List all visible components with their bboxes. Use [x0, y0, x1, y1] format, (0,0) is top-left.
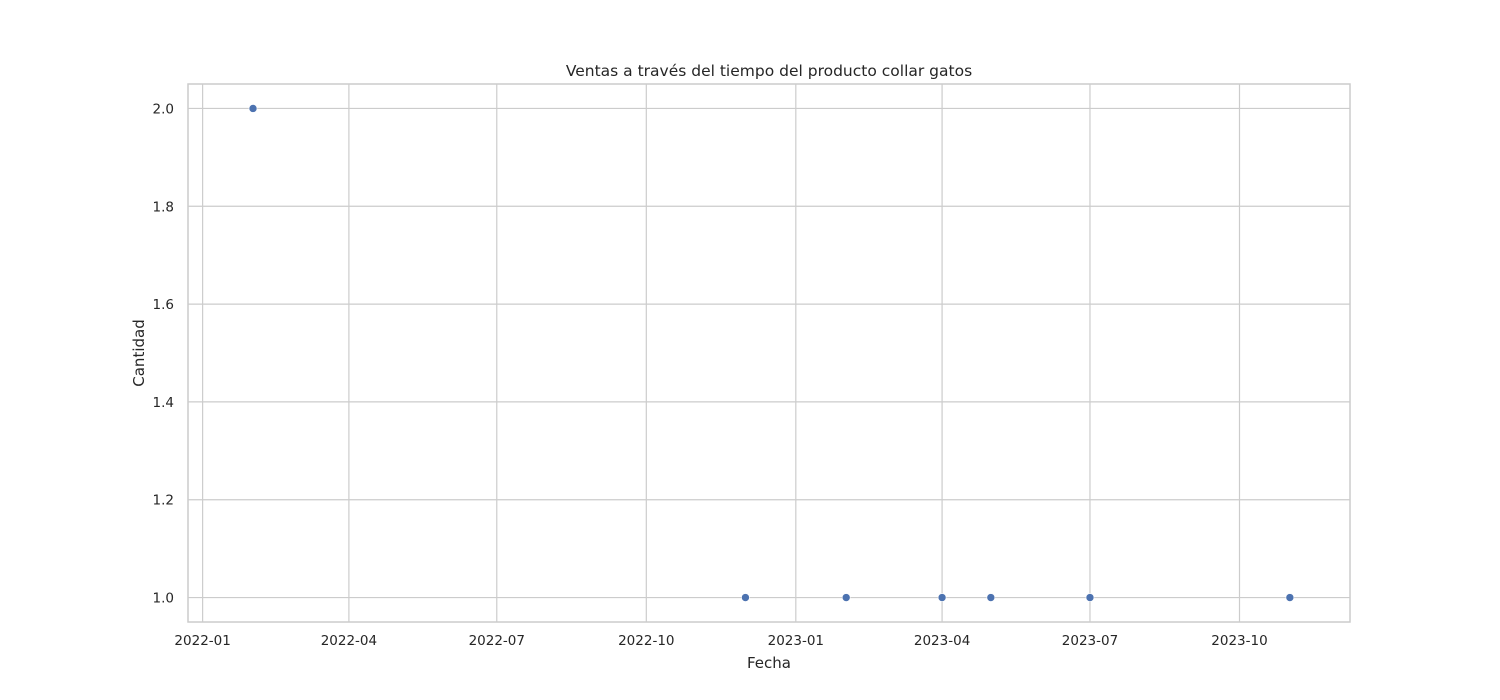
x-tick-label: 2023-07: [1062, 633, 1118, 649]
scatter-point: [841, 593, 851, 602]
y-tick-label: 1.2: [153, 493, 174, 509]
y-axis-label: Cantidad: [130, 319, 148, 386]
y-tick-labels: 1.0 1.2 1.4 1.6 1.8 2.0: [153, 101, 174, 606]
scatter-point: [1285, 593, 1295, 602]
grid: [188, 84, 1350, 622]
x-tick-label: 2022-10: [618, 633, 674, 649]
x-tick-labels: 2022-01 2022-04 2022-07 2022-10 2023-01 2023-…: [174, 633, 1267, 649]
scatter-point: [741, 593, 750, 602]
scatter-point: [248, 104, 258, 113]
x-tick-label: 2022-04: [321, 633, 377, 649]
x-tick-label: 2023-01: [768, 633, 824, 649]
y-tick-label: 1.4: [153, 395, 174, 411]
x-tick-label: 2022-07: [469, 633, 525, 649]
chart-title: Ventas a través del tiempo del producto …: [566, 62, 972, 80]
x-tick-label: 2022-01: [174, 633, 230, 649]
scatter-point: [937, 593, 947, 602]
x-axis-label: Fecha: [747, 654, 791, 672]
y-tick-label: 2.0: [153, 101, 174, 117]
data-points: [248, 104, 1295, 602]
y-tick-label: 1.6: [153, 297, 174, 313]
scatter-point: [986, 593, 996, 602]
y-tick-label: 1.8: [153, 199, 174, 215]
y-tick-label: 1.0: [153, 591, 174, 607]
x-tick-label: 2023-04: [914, 633, 970, 649]
x-tick-label: 2023-10: [1211, 633, 1267, 649]
plot-frame: [187, 83, 1351, 623]
scatter-point: [1085, 593, 1095, 602]
